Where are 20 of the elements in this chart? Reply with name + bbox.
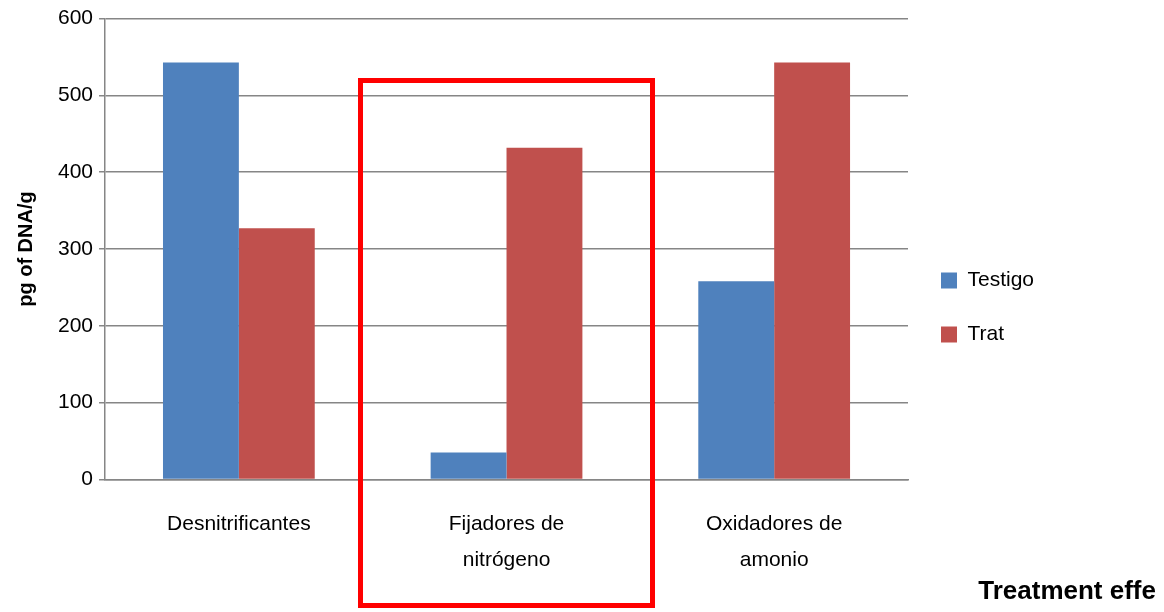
bar (430, 452, 507, 479)
legend-label: Testigo (967, 267, 1035, 291)
x-tick-label: Oxidadores de amonio (705, 510, 843, 571)
bar (238, 228, 315, 479)
bar (162, 62, 239, 479)
y-tick-label: 300 (57, 235, 94, 259)
y-tick-label: 100 (57, 389, 94, 413)
text: Treatment effe (978, 575, 1156, 606)
y-tick-label: 200 (57, 312, 94, 336)
x-tick-label: Desnitrificantes (167, 510, 311, 534)
y-tick-label: 500 (57, 82, 94, 106)
y-tick-label: 0 (81, 466, 94, 490)
y-axis-title: pg of DNA/g (13, 191, 36, 307)
y-tick-label: 600 (57, 5, 94, 29)
bar (506, 147, 583, 479)
bar (774, 62, 851, 479)
bar (698, 281, 775, 479)
x-tick-label: Fijadores de nitrógeno (448, 510, 565, 571)
y-tick-label: 400 (57, 159, 94, 183)
legend-label: Trat (967, 321, 1005, 345)
